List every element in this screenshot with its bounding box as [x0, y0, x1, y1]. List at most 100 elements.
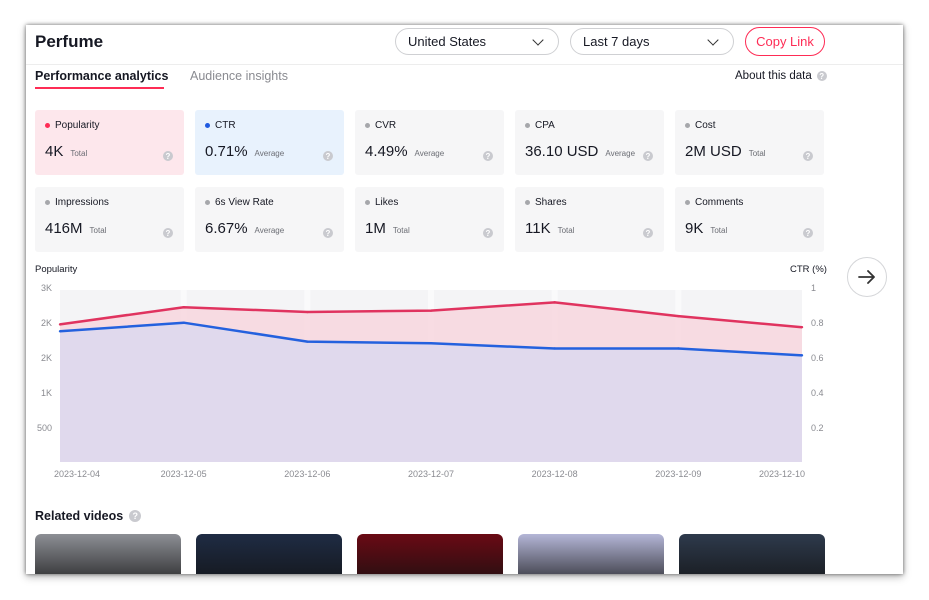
related-video-thumbnail[interactable]	[518, 534, 664, 574]
tab-audience-insights[interactable]: Audience insights	[190, 69, 288, 83]
x-axis-tick-label: 2023-12-04	[54, 469, 100, 479]
tab-performance-analytics[interactable]: Performance analytics	[35, 69, 169, 83]
country-select[interactable]: United States	[395, 28, 559, 55]
metric-card-cpa[interactable]: CPA 36.10 USD Average?	[515, 110, 664, 175]
metric-value: 416M	[45, 220, 83, 237]
metric-aggregation: Total	[70, 149, 88, 158]
help-circle-icon[interactable]: ?	[483, 228, 493, 238]
metric-dot	[205, 123, 210, 128]
left-axis-tick-label: 500	[37, 423, 52, 433]
related-video-thumbnail[interactable]	[196, 534, 342, 574]
metric-label-text: CTR	[215, 120, 236, 131]
metric-value-row: 1M Total	[365, 220, 410, 237]
right-axis-tick-label: 0.2	[811, 423, 824, 433]
x-axis-tick-label: 2023-12-05	[161, 469, 207, 479]
metric-label-text: Shares	[535, 197, 567, 208]
metric-value-row: 416M Total	[45, 220, 106, 237]
metric-dot	[685, 200, 690, 205]
metric-label: Cost	[685, 120, 814, 131]
related-video-thumbnail[interactable]	[679, 534, 825, 574]
help-circle-icon[interactable]: ?	[483, 151, 493, 161]
related-video-thumbnail[interactable]	[35, 534, 181, 574]
metric-card-ctr[interactable]: CTR 0.71% Average?	[195, 110, 344, 175]
metric-value: 9K	[685, 220, 704, 237]
metric-value-row: 11K Total	[525, 220, 574, 237]
help-circle-icon[interactable]: ?	[643, 151, 653, 161]
metric-label-text: Impressions	[55, 197, 109, 208]
metric-label: Impressions	[45, 197, 174, 208]
popularity-point	[429, 309, 433, 312]
right-axis-tick-label: 1	[811, 283, 816, 293]
ctr-point	[306, 340, 309, 343]
date-range-select-value: Last 7 days	[583, 34, 650, 49]
chevron-down-icon	[707, 33, 719, 46]
metric-label: Popularity	[45, 120, 174, 131]
metric-dot	[525, 200, 530, 205]
help-circle-icon: ?	[129, 510, 142, 522]
date-range-select[interactable]: Last 7 days	[570, 28, 734, 55]
ctr-point	[800, 354, 804, 357]
metric-label-text: 6s View Rate	[215, 197, 274, 208]
metric-label-text: Likes	[375, 197, 399, 208]
metric-value: 4K	[45, 143, 64, 160]
about-this-data-link[interactable]: About this data ?	[735, 70, 827, 82]
x-axis-tick-label: 2023-12-08	[532, 469, 578, 479]
chevron-down-icon	[532, 33, 544, 46]
metric-value: 36.10 USD	[525, 143, 599, 160]
metric-value-row: 36.10 USD Average	[525, 143, 635, 160]
metric-card-popularity[interactable]: Popularity 4K Total?	[35, 110, 184, 175]
left-axis-tick-label: 2K	[41, 353, 52, 363]
ctr-point	[58, 330, 62, 333]
metric-label: Shares	[525, 197, 654, 208]
metric-dot	[45, 200, 50, 205]
metric-card-likes[interactable]: Likes 1M Total?	[355, 187, 504, 252]
metric-aggregation: Average	[254, 226, 285, 235]
metric-label-text: Popularity	[55, 120, 100, 131]
popularity-point	[553, 301, 556, 304]
metric-label: CPA	[525, 120, 654, 131]
metric-label: Likes	[365, 197, 494, 208]
metric-card-6s-view-rate[interactable]: 6s View Rate 6.67% Average?	[195, 187, 344, 252]
metric-card-shares[interactable]: Shares 11K Total?	[515, 187, 664, 252]
popularity-point	[306, 310, 309, 314]
metric-aggregation: Total	[710, 226, 728, 235]
metric-aggregation: Total	[89, 226, 107, 235]
help-circle-icon[interactable]: ?	[803, 151, 813, 161]
metric-value: 4.49%	[365, 143, 408, 160]
metric-card-impressions[interactable]: Impressions 416M Total?	[35, 187, 184, 252]
popularity-point	[182, 306, 185, 309]
copy-link-button[interactable]: Copy Link	[745, 27, 825, 56]
next-chart-button[interactable]	[847, 257, 887, 297]
help-circle-icon[interactable]: ?	[323, 228, 333, 238]
metric-dot	[45, 123, 50, 128]
metric-aggregation: Total	[748, 149, 766, 158]
metric-dot	[525, 123, 530, 128]
related-video-thumbnail[interactable]	[357, 534, 503, 574]
metric-card-cvr[interactable]: CVR 4.49% Average?	[355, 110, 504, 175]
help-circle-icon[interactable]: ?	[643, 228, 653, 238]
ctr-point	[553, 347, 556, 350]
left-axis-tick-label: 1K	[41, 388, 52, 398]
metric-value-row: 9K Total	[685, 220, 727, 237]
popularity-point	[800, 325, 804, 329]
metric-value: 2M USD	[685, 143, 742, 160]
help-circle-icon[interactable]: ?	[163, 151, 173, 161]
metric-value: 1M	[365, 220, 386, 237]
metric-card-comments[interactable]: Comments 9K Total?	[675, 187, 824, 252]
help-circle-icon[interactable]: ?	[803, 228, 813, 238]
x-axis-tick-label: 2023-12-06	[284, 469, 330, 479]
metric-value: 0.71%	[205, 143, 248, 160]
x-axis-tick-label: 2023-12-07	[408, 469, 454, 479]
help-circle-icon[interactable]: ?	[163, 228, 173, 238]
metric-label: Comments	[685, 197, 814, 208]
help-circle-icon[interactable]: ?	[323, 151, 333, 161]
country-select-value: United States	[408, 34, 487, 49]
popularity-point	[677, 314, 680, 318]
active-tab-indicator	[35, 87, 164, 89]
popularity-point	[58, 323, 62, 326]
metric-card-cost[interactable]: Cost 2M USD Total?	[675, 110, 824, 175]
metric-aggregation: Total	[392, 226, 410, 235]
metric-value-row: 4.49% Average	[365, 143, 444, 160]
header-divider	[26, 64, 903, 65]
related-videos-heading: Related videos ?	[35, 509, 142, 523]
